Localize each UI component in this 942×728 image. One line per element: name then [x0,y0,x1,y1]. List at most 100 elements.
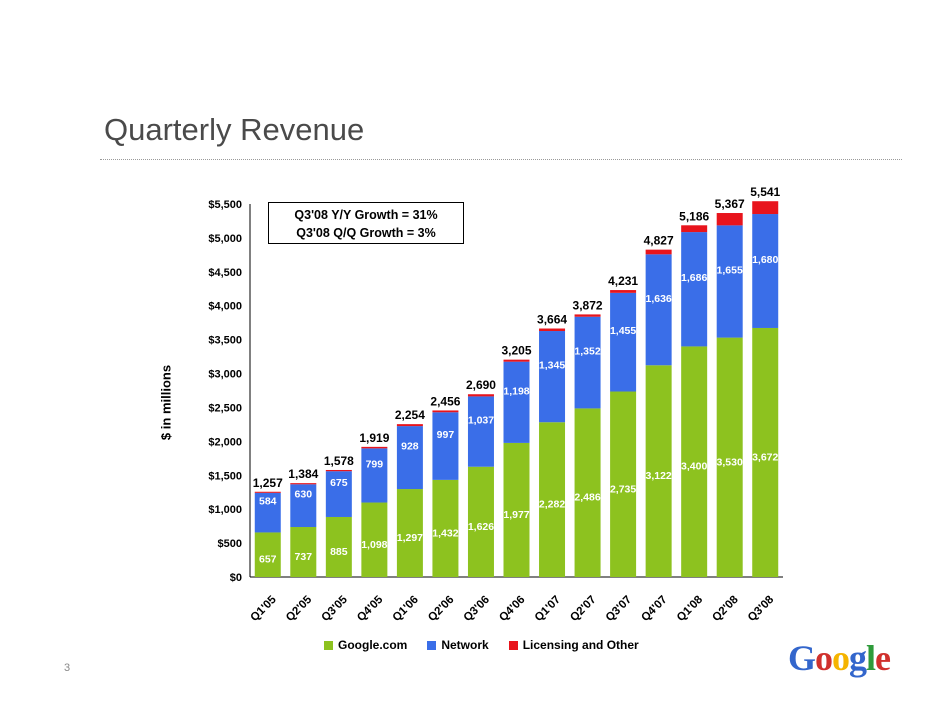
bar-network [325,471,352,517]
y-tick-label: $1,000 [208,504,242,516]
y-tick-label: $2,500 [208,402,242,414]
bar-network [645,254,672,366]
legend-label-google-com: Google.com [338,638,408,652]
logo-letter: G [788,638,816,678]
bar-network [503,361,530,443]
legend-swatch-network [427,640,437,650]
y-tick-label: $5,000 [208,233,242,245]
data-label-total: 3,664 [537,313,567,327]
data-label-google-com: 3,122 [645,470,671,482]
legend-item-licensing: Licensing and Other [508,638,639,652]
y-tick-label: $2,000 [208,436,242,448]
x-tick-label: Q3'05 [320,593,351,624]
data-label-google-com: 1,098 [361,539,387,551]
data-label-google-com: 3,530 [717,456,743,468]
data-label-network: 1,352 [574,346,600,358]
logo-letter: l [866,638,876,678]
yoy-growth-line: Q3'08 Y/Y Growth = 31% [294,208,438,222]
y-tick-label: $4,500 [208,267,242,279]
bar-licensing [574,314,601,317]
x-tick-label: Q1'07 [533,594,563,624]
x-tick-label: Q1'08 [675,593,706,624]
data-label-google-com: 2,735 [610,483,636,495]
x-tick-label: Q3'07 [604,594,634,624]
legend-item-google-com: Google.com [324,638,407,652]
data-label-total: 5,186 [679,209,709,223]
data-label-total: 5,367 [715,197,745,211]
data-label-network: 1,345 [539,360,565,372]
bar-google-com [467,466,494,577]
y-tick-label: $0 [230,572,242,584]
bar-google-com [752,327,779,577]
legend-label-network: Network [441,638,489,652]
data-label-network: 1,686 [681,272,707,284]
legend-swatch-licensing [508,640,518,650]
bar-licensing [645,249,672,255]
bar-licensing [254,491,281,493]
bar-network [574,316,601,409]
data-label-total: 3,872 [573,298,603,312]
data-label-network: 799 [366,458,384,470]
bar-licensing [361,446,388,449]
data-label-total: 1,257 [253,476,283,490]
bar-network [681,232,708,347]
data-label-network: 997 [437,429,455,441]
bar-licensing [752,201,779,215]
bar-google-com [432,479,459,577]
x-tick-label: Q2'05 [284,593,315,624]
data-label-network: 1,655 [717,264,743,276]
bar-google-com [610,391,637,577]
x-tick-label: Q4'06 [497,594,527,624]
data-label-network: 1,680 [752,254,778,266]
bar-google-com [254,532,281,577]
chart-legend: Google.com Network Licensing and Other [324,638,639,652]
bar-licensing [503,359,530,362]
data-label-total: 4,827 [644,234,674,248]
bar-google-com [325,516,352,577]
x-tick-label: Q4'07 [639,594,669,624]
data-label-google-com: 1,977 [503,509,529,521]
logo-letter: o [815,638,833,678]
x-tick-label: Q2'07 [568,594,598,624]
bar-network [361,448,388,503]
logo-letter: e [875,638,891,678]
data-label-network: 630 [295,489,313,501]
bar-licensing [432,410,459,413]
y-tick-label: $3,000 [208,369,242,381]
bar-licensing [396,424,423,427]
y-tick-label: $1,500 [208,470,242,482]
bar-network [396,426,423,490]
legend-item-network: Network [427,638,489,652]
data-label-google-com: 1,626 [468,521,494,533]
bar-licensing [610,290,637,293]
logo-letter: o [832,638,850,678]
x-tick-label: Q3'06 [462,594,492,624]
x-tick-label: Q1'05 [248,593,279,624]
bar-network [539,331,566,423]
data-label-network: 675 [330,477,348,489]
bar-google-com [396,489,423,577]
data-label-google-com: 2,282 [539,499,565,511]
bar-google-com [681,346,708,577]
x-tick-label: Q4'05 [355,593,386,624]
data-label-network: 584 [259,496,277,508]
data-label-network: 928 [401,441,419,453]
x-tick-label: Q2'06 [426,594,456,624]
data-label-google-com: 3,672 [752,451,778,463]
bar-google-com [645,365,672,577]
data-label-google-com: 885 [330,546,348,558]
data-label-total: 1,384 [288,467,318,481]
data-label-google-com: 737 [295,551,313,563]
data-label-network: 1,037 [468,415,494,427]
data-label-total: 3,205 [501,344,531,358]
data-label-google-com: 1,297 [397,532,423,544]
y-tick-label: $500 [218,538,242,550]
bar-google-com [574,408,601,577]
google-logo: Google [788,638,891,678]
data-label-google-com: 657 [259,554,277,566]
data-label-google-com: 1,432 [432,527,458,539]
bar-network [467,396,494,467]
title-divider [100,159,902,160]
data-label-google-com: 2,486 [574,492,600,504]
data-label-network: 1,455 [610,325,636,337]
